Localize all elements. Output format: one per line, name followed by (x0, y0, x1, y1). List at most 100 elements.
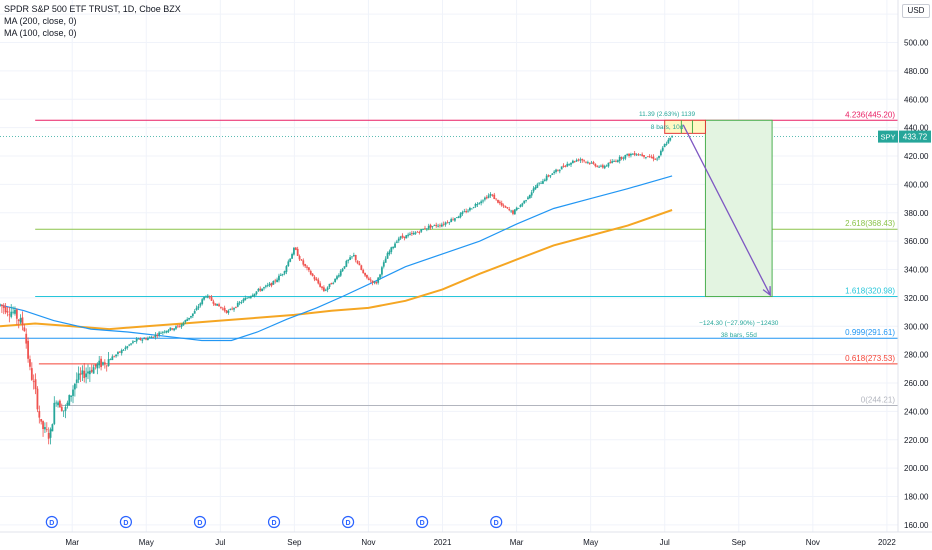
time-tick-label: Sep (732, 538, 747, 547)
candle-body (558, 170, 561, 172)
candle-body (440, 224, 443, 227)
price-tick-label: 380.00 (904, 209, 929, 218)
candle-body (613, 161, 615, 162)
candle-body (191, 313, 194, 317)
candle-body (439, 225, 441, 227)
candle-body (384, 258, 387, 263)
price-tick-label: 420.00 (904, 152, 929, 161)
candle-body (98, 360, 101, 366)
candle-body (322, 287, 325, 291)
candle-body (92, 367, 95, 374)
candle-body (652, 156, 655, 159)
candle-body (141, 339, 144, 341)
candle-body (483, 197, 486, 200)
candle-body (671, 135, 674, 138)
candle-body (38, 411, 41, 418)
time-tick-label: Jul (660, 538, 670, 547)
candle-body (42, 421, 44, 430)
moving-averages (0, 175, 673, 342)
candle-body (60, 406, 63, 411)
price-tick-label: 440.00 (904, 124, 929, 133)
dividend-marker (490, 515, 503, 529)
dividend-marker (119, 515, 133, 529)
dividend-marker (267, 515, 281, 529)
candle-body (223, 307, 226, 311)
time-tick-label: 2021 (434, 538, 452, 547)
candle-body (392, 246, 395, 249)
candle-body (66, 402, 69, 406)
currency-selector[interactable]: USD (902, 4, 930, 18)
candle-body (182, 322, 185, 326)
price-tick-label: 460.00 (904, 95, 929, 104)
candle-body (154, 334, 157, 338)
candle-body (639, 154, 642, 156)
candle-body (32, 381, 35, 383)
candle-body (225, 310, 228, 313)
candle-body (590, 162, 593, 164)
candle-body (661, 147, 664, 151)
candle-body (620, 156, 623, 159)
candle-body (296, 248, 299, 256)
projection-zone (664, 119, 773, 298)
candle-body (319, 283, 322, 287)
candle-body (665, 143, 668, 145)
candle-body (669, 137, 672, 141)
candle-body (175, 326, 177, 329)
candle-body (600, 165, 602, 167)
candle-body (251, 295, 254, 297)
candle-body (637, 154, 640, 156)
time-tick-label: May (139, 538, 154, 547)
candle-body (139, 337, 142, 340)
candle-body (234, 307, 237, 309)
candle-body (23, 327, 26, 332)
candle-body (156, 335, 159, 336)
legend-ma100-line[interactable]: MA (100, close, 0) (4, 28, 77, 38)
candle-body (169, 327, 172, 331)
candle-body (90, 369, 93, 372)
candle-body (298, 256, 301, 260)
candle-body (598, 166, 600, 168)
candle-body (446, 222, 449, 224)
candle-body (161, 331, 164, 333)
candle-body (236, 302, 239, 307)
candle-body (117, 352, 119, 354)
candle-body (409, 233, 411, 235)
candle-body (337, 275, 340, 277)
candle-body (227, 310, 230, 313)
dividend-marker-label: D (197, 520, 202, 527)
candle-body (29, 359, 31, 367)
candle-body (549, 175, 552, 177)
candle-body (105, 365, 108, 367)
candle-body (482, 200, 484, 202)
candle-body (203, 296, 205, 300)
legend-ma200-line[interactable]: MA (200, close, 0) (4, 16, 77, 26)
candle-body (115, 354, 117, 357)
candle-body (261, 288, 264, 292)
candle-body (366, 274, 368, 278)
price-tick-label: 220.00 (904, 436, 929, 445)
candle-body (109, 359, 112, 361)
candle-body (184, 320, 187, 323)
candle-body (212, 301, 215, 304)
projection-box (704, 119, 773, 298)
candle-body (64, 407, 67, 411)
candle-body (562, 165, 565, 167)
annotations: 11.39 (2.63%) 1139 8 bars, 10d −124.30 (−2… (639, 111, 931, 339)
ma200-line (0, 209, 673, 331)
candle-body (40, 418, 43, 422)
candle-body (495, 198, 498, 200)
candle-body (513, 209, 516, 215)
candle-body (491, 194, 494, 196)
measure-box (664, 119, 706, 134)
candle-body (470, 208, 473, 210)
legend-symbol-line[interactable]: SPDR S&P 500 ETF TRUST, 1D, Cboe BZX (4, 4, 181, 14)
candle-body (201, 299, 204, 304)
candle-body (197, 306, 200, 309)
candle-body (25, 333, 28, 344)
candle-body (135, 338, 138, 342)
candle-body (328, 283, 331, 287)
candle-body (416, 231, 419, 233)
dividend-marker-label: D (123, 520, 128, 527)
candle-body (412, 232, 415, 235)
